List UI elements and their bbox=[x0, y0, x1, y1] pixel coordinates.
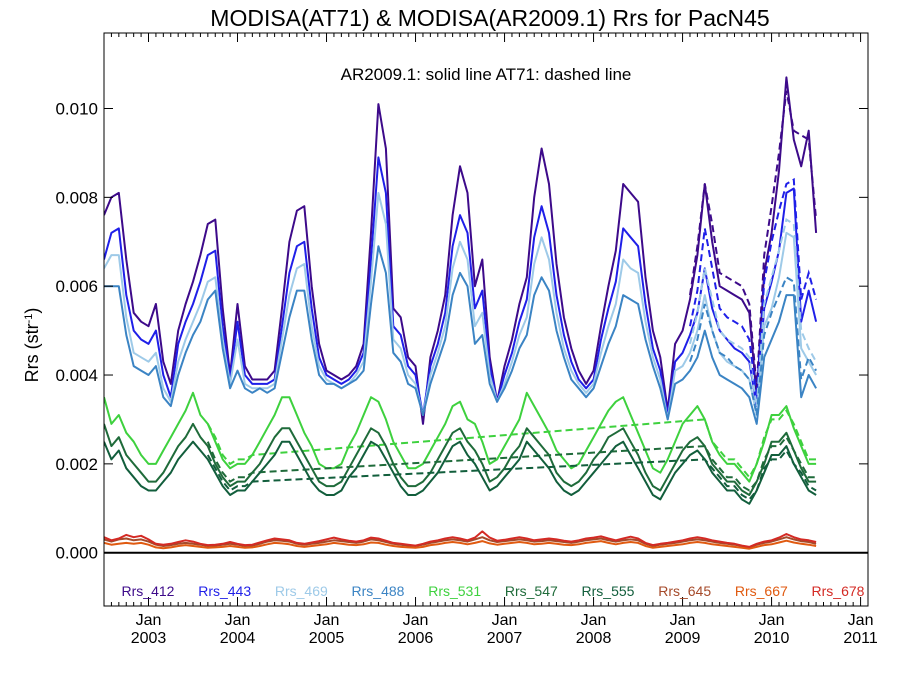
legend-item-Rrs_488: Rrs_488 bbox=[352, 583, 405, 599]
legend-item-Rrs_678: Rrs_678 bbox=[812, 583, 865, 599]
x-tick-label-month: Jan bbox=[314, 612, 340, 629]
x-tick-label-year: 2011 bbox=[843, 630, 878, 647]
y-axis-label: Rrs (str-1) bbox=[22, 308, 42, 383]
series-line-solid-Rrs_547 bbox=[104, 422, 817, 496]
x-tick-label-year: 2010 bbox=[754, 630, 790, 647]
x-tick-label-year: 2008 bbox=[576, 630, 612, 647]
legend-item-Rrs_547: Rrs_547 bbox=[505, 583, 558, 599]
x-tick-label-month: Jan bbox=[403, 612, 429, 629]
chart-title: MODISA(AT71) & MODISA(AR2009.1) Rrs for … bbox=[210, 5, 769, 31]
x-tick-label-month: Jan bbox=[759, 612, 785, 629]
ticks-layer: 0.0000.0020.0040.0060.0080.010Jan2003Jan… bbox=[55, 33, 878, 647]
y-tick-label: 0.004 bbox=[55, 366, 98, 385]
legend-item-Rrs_412: Rrs_412 bbox=[122, 583, 175, 599]
x-tick-label-year: 2004 bbox=[220, 630, 256, 647]
x-tick-label-month: Jan bbox=[136, 612, 162, 629]
y-axis-label-main: Rrs (str bbox=[22, 323, 42, 382]
series-line-solid-Rrs_555 bbox=[104, 440, 817, 505]
series-line-solid-Rrs_678 bbox=[104, 530, 817, 548]
x-tick-label-month: Jan bbox=[670, 612, 696, 629]
series-layer bbox=[104, 76, 818, 550]
series-line-solid-Rrs_667 bbox=[104, 539, 817, 550]
x-tick-label-month: Jan bbox=[492, 612, 518, 629]
x-tick-label-month: Jan bbox=[225, 612, 251, 629]
series-line-solid-Rrs_412 bbox=[104, 76, 818, 425]
x-tick-label-year: 2006 bbox=[398, 630, 434, 647]
x-tick-label-month: Jan bbox=[848, 612, 874, 629]
x-tick-label-year: 2005 bbox=[309, 630, 345, 647]
y-tick-label: 0.006 bbox=[55, 277, 98, 296]
y-tick-label: 0.000 bbox=[55, 544, 98, 563]
series-line-solid-Rrs_469 bbox=[104, 191, 817, 421]
series-line-solid-Rrs_531 bbox=[104, 391, 817, 483]
series-line-dashed-Rrs_443 bbox=[689, 177, 818, 398]
series-line-dashed-Rrs_555 bbox=[206, 448, 817, 501]
y-axis-label-close: ) bbox=[22, 308, 42, 314]
legend-item-Rrs_667: Rrs_667 bbox=[735, 583, 788, 599]
legend-item-Rrs_531: Rrs_531 bbox=[428, 583, 481, 599]
legend-item-Rrs_443: Rrs_443 bbox=[198, 583, 251, 599]
y-tick-label: 0.010 bbox=[55, 100, 98, 119]
series-line-solid-Rrs_443 bbox=[104, 156, 818, 416]
y-tick-label: 0.008 bbox=[55, 188, 98, 207]
legend-item-Rrs_469: Rrs_469 bbox=[275, 583, 328, 599]
series-line-dashed-Rrs_488 bbox=[689, 275, 817, 416]
series-line-dashed-Rrs_547 bbox=[206, 435, 817, 492]
legend: Rrs_412 Rrs_443 Rrs_469 Rrs_488 Rrs_531 Rrs_5… bbox=[122, 583, 865, 599]
x-tick-label-year: 2003 bbox=[131, 630, 167, 647]
legend-item-Rrs_645: Rrs_645 bbox=[658, 583, 711, 599]
line-style-note: AR2009.1: solid line AT71: dashed line bbox=[341, 65, 632, 84]
y-tick-label: 0.002 bbox=[55, 455, 98, 474]
x-tick-label-month: Jan bbox=[581, 612, 607, 629]
x-tick-label-year: 2007 bbox=[487, 630, 523, 647]
legend-item-Rrs_555: Rrs_555 bbox=[582, 583, 635, 599]
y-axis-label-sup: -1 bbox=[23, 314, 35, 324]
x-tick-label-year: 2009 bbox=[665, 630, 701, 647]
series-line-solid-Rrs_488 bbox=[104, 245, 817, 425]
plot-frame bbox=[103, 32, 869, 607]
